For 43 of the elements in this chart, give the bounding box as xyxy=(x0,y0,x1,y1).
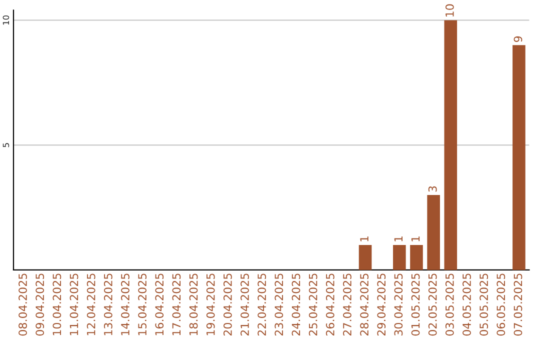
x-tick-label: 16.04.2025 xyxy=(155,274,164,336)
bar xyxy=(410,244,423,270)
x-tick-label: 19.04.2025 xyxy=(206,274,215,336)
bar xyxy=(444,20,458,270)
bar xyxy=(427,195,440,270)
y-tick-label: 5 xyxy=(2,143,10,148)
data-label: 9 xyxy=(514,36,522,42)
bar xyxy=(512,45,526,270)
data-label: 10 xyxy=(445,4,454,16)
x-tick-label: 11.04.2025 xyxy=(70,274,78,336)
x-tick-label: 18.04.2025 xyxy=(189,274,198,336)
x-tick-label: 28.04.2025 xyxy=(360,274,368,336)
x-tick-label: 10.04.2025 xyxy=(52,274,62,336)
x-tick-label: 02.05.2025 xyxy=(428,274,437,336)
x-tick-label: 29.04.2025 xyxy=(377,274,386,336)
x-tick-label: 09.04.2025 xyxy=(36,274,44,336)
x-tick-label: 03.05.2025 xyxy=(445,274,454,336)
x-tick-label: 22.04.2025 xyxy=(258,274,266,336)
data-label: 1 xyxy=(411,236,420,242)
x-tick-label: 15.04.2025 xyxy=(138,274,147,336)
x-tick-label: 25.04.2025 xyxy=(308,274,318,336)
x-tick-label: 30.04.2025 xyxy=(394,274,403,336)
x-tick-label: 20.04.2025 xyxy=(223,274,232,336)
x-tick-label: 01.05.2025 xyxy=(411,274,420,336)
bar xyxy=(393,244,406,270)
x-tick-label: 27.04.2025 xyxy=(343,274,352,336)
x-tick-label: 06.05.2025 xyxy=(496,274,506,336)
x-tick-label: 26.04.2025 xyxy=(326,274,334,336)
data-label: 1 xyxy=(360,236,368,242)
x-tick-label: 13.04.2025 xyxy=(104,274,112,336)
x-tick-label: 12.04.2025 xyxy=(86,274,96,336)
x-tick-label: 14.04.2025 xyxy=(121,274,130,336)
bar xyxy=(358,244,372,270)
x-tick-label: 07.05.2025 xyxy=(514,274,522,336)
x-tick-label: 08.04.2025 xyxy=(18,274,27,336)
data-label: 3 xyxy=(428,186,437,192)
data-label: 1 xyxy=(394,236,402,242)
x-tick-label: 05.05.2025 xyxy=(480,274,488,336)
x-tick-label: 21.04.2025 xyxy=(240,274,249,336)
x-tick-label: 23.04.2025 xyxy=(274,274,284,336)
x-tick-label: 04.05.2025 xyxy=(462,274,471,336)
x-tick-label: 17.04.2025 xyxy=(172,274,181,336)
x-tick-label: 24.04.2025 xyxy=(292,274,300,336)
